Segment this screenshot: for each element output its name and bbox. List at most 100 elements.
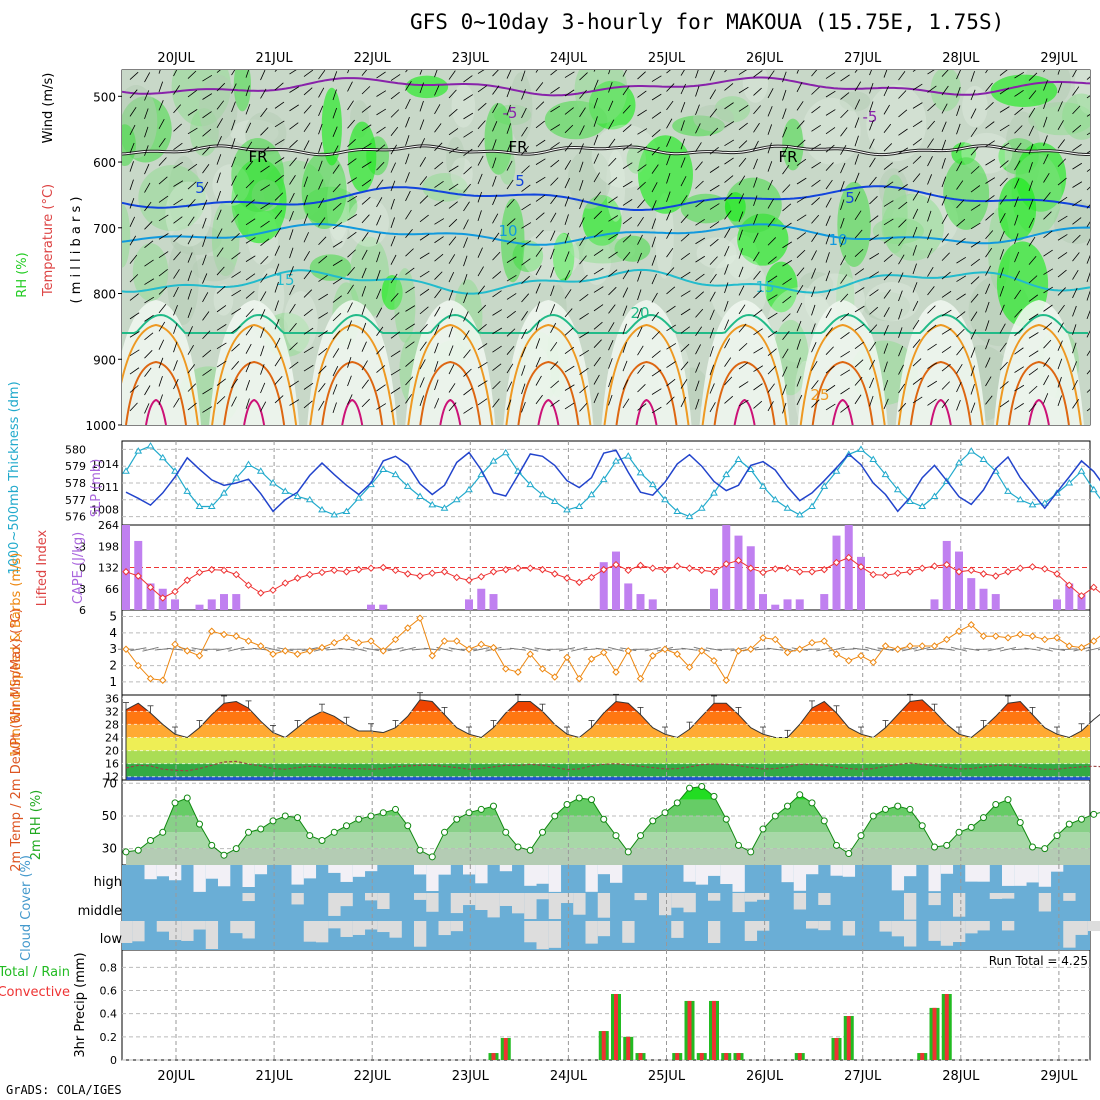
wind-barb <box>492 85 500 95</box>
wind-barb <box>724 282 729 294</box>
pressure-tick-label: 800 <box>93 288 116 302</box>
wind-barb-10m <box>1036 646 1053 652</box>
wind-speed-point <box>281 647 289 655</box>
cloud-gap <box>940 921 954 946</box>
thickness-point <box>428 500 437 508</box>
cloud-gap <box>426 893 439 912</box>
isotherm-30 <box>713 360 776 425</box>
wind-barb <box>666 210 672 221</box>
wind-barb <box>579 293 589 302</box>
slp-tick-label: 1008 <box>91 504 119 517</box>
wind-barb <box>144 332 154 341</box>
cloud-gap <box>524 865 537 886</box>
rh-point <box>563 801 571 809</box>
wind-speed-point <box>367 637 375 645</box>
wind-barb <box>666 305 676 313</box>
wind-barb <box>1014 308 1023 318</box>
wind-barb <box>347 320 352 331</box>
wind-barb <box>173 216 183 224</box>
wind-barb <box>912 120 923 128</box>
li-point <box>575 578 583 587</box>
wind-barb <box>521 70 526 82</box>
cape-bar <box>465 599 473 610</box>
cape-bar <box>955 551 963 610</box>
wind-barb <box>579 331 590 339</box>
wind-barb <box>622 379 629 390</box>
wind-barb <box>724 357 732 367</box>
wind-speed-point <box>918 642 926 650</box>
wind-barb <box>289 361 299 369</box>
wind-barb <box>216 154 222 165</box>
cloud-gap <box>1026 865 1039 883</box>
wind-barb <box>506 179 514 190</box>
thickness-point <box>452 495 461 503</box>
wind-barb <box>318 330 328 338</box>
wind-barb <box>1028 313 1039 321</box>
li-point <box>930 562 939 570</box>
wind-barb-10m <box>828 646 845 652</box>
cape-bar <box>832 535 841 610</box>
wind-speed-point <box>943 635 951 644</box>
wind-barb <box>767 142 772 154</box>
wind-barb <box>216 209 222 220</box>
wind-barb <box>738 304 746 315</box>
wind-barb <box>1028 236 1036 247</box>
rh-shade <box>839 91 871 112</box>
wind-barb <box>637 90 647 98</box>
wind-barb <box>753 176 758 188</box>
cape-tick-label: 264 <box>98 519 119 532</box>
wind-barb <box>854 394 862 405</box>
wind-barb <box>419 82 424 94</box>
wind-barb <box>260 327 265 338</box>
rh-point <box>502 828 510 836</box>
wind-barb <box>129 179 134 191</box>
wind-tick-label: 2 <box>109 659 117 673</box>
wind-barb <box>173 180 184 187</box>
wind-barb <box>144 240 154 249</box>
wind-barb <box>738 193 745 204</box>
wind-barb <box>332 348 340 358</box>
wind-barb <box>854 376 863 386</box>
wind-barb <box>405 98 411 110</box>
wind-barb <box>970 329 977 340</box>
wind-barb <box>1043 286 1054 294</box>
cloud-gap <box>414 921 427 947</box>
wind-barb <box>695 123 701 134</box>
wind-barb <box>216 396 226 405</box>
date-label-top: 23JUL <box>452 51 490 66</box>
li-point <box>232 570 240 579</box>
wind-barb <box>825 215 831 226</box>
wind-barb <box>738 285 745 296</box>
isotherm-30 <box>517 360 580 425</box>
wind-barb <box>158 268 168 277</box>
wind-barb <box>941 103 948 114</box>
wind-barb <box>347 100 354 111</box>
wind-barb <box>695 344 701 355</box>
wind-barb <box>1057 376 1062 388</box>
wind-barb <box>854 248 864 257</box>
cape-bar <box>746 546 755 610</box>
wind-barb <box>477 247 483 258</box>
cloud-gap <box>499 865 513 872</box>
wind-barb <box>622 323 627 335</box>
wind-barb <box>970 240 981 248</box>
cloud-gap <box>328 893 341 916</box>
li-point <box>967 566 975 575</box>
cape-bar <box>771 604 780 610</box>
wind-barb <box>245 199 255 207</box>
isotherm-25 <box>309 323 396 425</box>
wind-barb <box>767 330 778 338</box>
rh-shade <box>891 191 959 251</box>
precip-tick-label: 0 <box>110 1054 117 1067</box>
wind-barb <box>173 341 178 353</box>
li-point <box>159 594 167 602</box>
li-point <box>734 556 743 565</box>
wind-barb <box>477 191 483 203</box>
cape-bar <box>759 594 767 610</box>
cloud-gap <box>953 921 966 943</box>
wind-barb <box>709 203 720 210</box>
thickness-point <box>1004 487 1012 494</box>
cloud-gap <box>524 893 537 920</box>
wind-barb-10m <box>852 647 870 651</box>
